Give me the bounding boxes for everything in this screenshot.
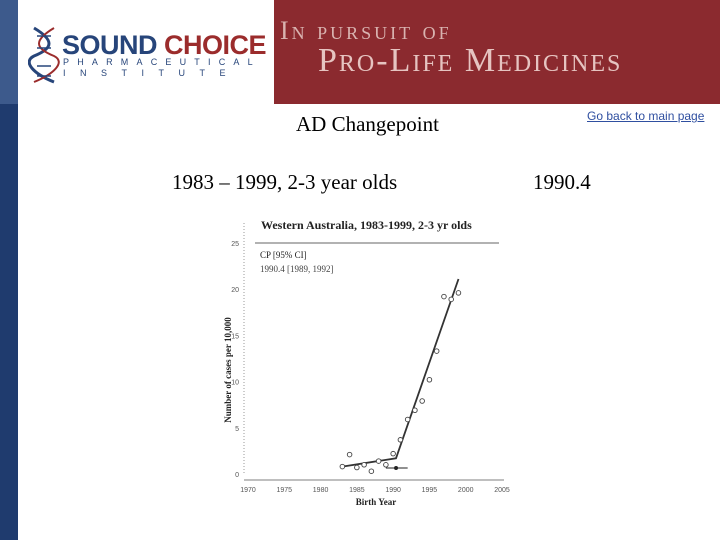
- data-point: [433, 348, 440, 354]
- x-tick-label: 2000: [458, 487, 474, 494]
- x-tick-label: 1990: [385, 487, 401, 494]
- y-tick-label: 25: [231, 241, 239, 248]
- data-point: [339, 463, 346, 470]
- y-tick-label: 10: [231, 380, 239, 387]
- tagline-line-2: Pro-Life Medicines: [318, 42, 623, 79]
- logo-line-pharmaceutical: PHARMACEUTICAL: [63, 57, 261, 67]
- y-tick-label: 15: [231, 333, 239, 340]
- dna-helix-icon: [28, 26, 60, 84]
- legend-entry: 1990.4 [1989, 1992]: [260, 264, 334, 274]
- data-point: [441, 293, 447, 300]
- data-point: [375, 458, 382, 464]
- data-point: [361, 462, 367, 468]
- data-point: [383, 462, 389, 468]
- y-tick-label: 0: [235, 472, 239, 479]
- data-point: [368, 468, 375, 474]
- logo-wordmark: SOUND CHOICE: [62, 30, 267, 61]
- left-accent-bar: [0, 0, 18, 540]
- data-point: [346, 451, 353, 458]
- x-tick-label: 1980: [313, 487, 329, 494]
- x-axis-label: Birth Year: [356, 497, 396, 507]
- data-point: [455, 290, 462, 296]
- x-tick-label: 1975: [276, 487, 292, 494]
- tagline-banner: [274, 0, 720, 104]
- data-point: [419, 398, 425, 404]
- logo-area: [18, 0, 274, 104]
- data-point: [412, 407, 418, 413]
- data-point: [390, 450, 396, 457]
- slide-subtitle: 1983 – 1999, 2-3 year olds: [172, 170, 398, 194]
- chart-title: Western Australia, 1983-1999, 2-3 yr old…: [261, 218, 472, 232]
- changepoint-value: 1990.4: [533, 170, 591, 194]
- data-point: [354, 464, 360, 471]
- tagline-line-1: In pursuit of: [280, 16, 452, 45]
- x-tick-label: 1970: [240, 487, 256, 494]
- y-tick-label: 20: [231, 287, 239, 294]
- x-tick-label: 1995: [422, 487, 438, 494]
- logo-word-sound: SOUND: [62, 30, 158, 60]
- data-point: [426, 377, 433, 383]
- x-tick-label: 1985: [349, 487, 365, 494]
- left-accent-bar-top: [0, 0, 18, 104]
- slide-title: AD Changepoint: [296, 112, 439, 136]
- data-point: [448, 296, 454, 303]
- changepoint-chart: Western Australia, 1983-1999, 2-3 yr old…: [223, 218, 510, 507]
- logo-line-institute: INSTITUTE: [63, 68, 240, 78]
- fit-line: [342, 278, 460, 468]
- y-tick-label: 5: [235, 426, 239, 433]
- data-point: [404, 416, 411, 423]
- logo-word-choice: CHOICE: [164, 30, 267, 60]
- data-point: [397, 437, 404, 443]
- x-tick-label: 2005: [494, 487, 510, 494]
- legend-header: CP [95% CI]: [260, 250, 307, 260]
- y-axis-label: Number of cases per 10,000: [223, 317, 233, 423]
- back-to-main-link[interactable]: Go back to main page: [587, 109, 705, 123]
- changepoint-marker: [394, 466, 399, 470]
